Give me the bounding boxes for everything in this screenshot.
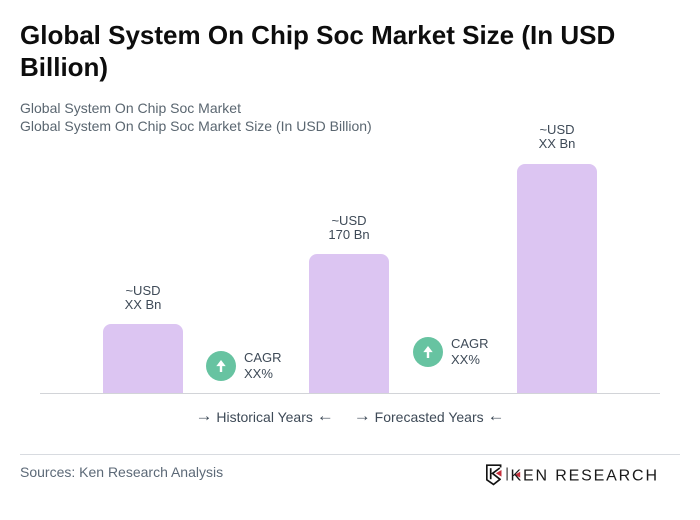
svg-text:KEN RESEARCH: KEN RESEARCH <box>511 468 658 485</box>
